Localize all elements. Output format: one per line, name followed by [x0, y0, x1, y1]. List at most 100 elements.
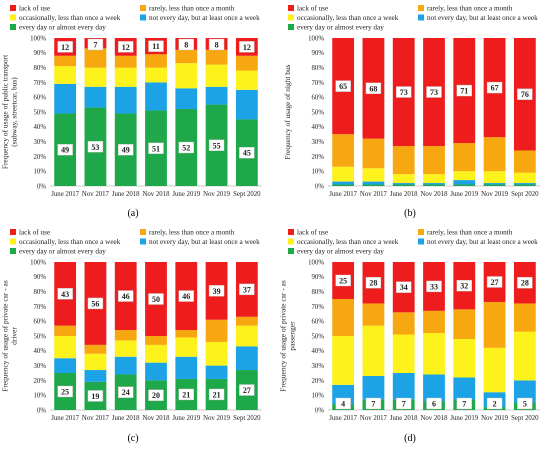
- bar-segment-noteveryday: [145, 362, 167, 381]
- data-label: 50: [152, 295, 160, 304]
- legend-swatch-occasionally: [288, 14, 294, 21]
- bar-segment-noteveryday: [235, 346, 258, 371]
- bar-segment-rarely: [483, 137, 506, 172]
- legend-swatch-lack: [10, 5, 16, 11]
- y-tick-label: 70%: [34, 304, 47, 311]
- data-label-box: [456, 279, 472, 292]
- data-label: 12: [243, 43, 251, 52]
- y-tick-label: 20%: [34, 154, 47, 161]
- legend-swatch-everyday: [10, 24, 16, 30]
- x-tick-label: June 2017: [329, 415, 357, 422]
- bar-segment-occasionally: [362, 325, 385, 376]
- data-label: 25: [61, 388, 69, 397]
- bar-segment-everyday: [483, 184, 506, 186]
- data-label-box: [335, 397, 351, 410]
- bar-segment-occasionally: [392, 334, 415, 373]
- y-tick-label: 10%: [312, 169, 325, 176]
- data-label: 49: [122, 146, 130, 155]
- y-tick-label: 0%: [37, 183, 46, 190]
- legend-swatch-noteveryday: [418, 238, 424, 245]
- x-tick-label: Sept 2020: [233, 415, 261, 422]
- data-label-box: [239, 41, 255, 53]
- x-tick-label: June 2019: [450, 415, 478, 422]
- y-tick-label: 10%: [34, 169, 47, 176]
- bar-segment-noteveryday: [332, 181, 355, 185]
- data-label: 20: [152, 391, 160, 400]
- bar-segment-noteveryday: [513, 380, 536, 403]
- x-tick-label: Nov 2018: [143, 191, 171, 198]
- x-tick-label: Nov 2019: [203, 415, 231, 422]
- data-label: 34: [400, 283, 408, 292]
- bar-segment-occasionally: [84, 67, 107, 87]
- bar-segment-rarely: [114, 330, 137, 341]
- y-axis-label: Frequency of usage of public transport: [1, 54, 10, 169]
- bar-segment-noteveryday: [392, 183, 415, 185]
- data-label-box: [365, 397, 382, 410]
- bar-segment-noteveryday: [54, 83, 77, 114]
- bar-segment-rarely: [362, 138, 385, 169]
- legend-swatch-lack: [288, 5, 294, 11]
- y-tick-label: 60%: [312, 95, 325, 102]
- bar-segment-everyday: [453, 184, 476, 186]
- bar-segment-noteveryday: [54, 358, 77, 373]
- bar-segment-everyday: [332, 184, 355, 186]
- y-axis-label: passenger: [288, 321, 297, 351]
- bar-segment-noteveryday: [392, 373, 415, 400]
- data-label: 12: [122, 43, 130, 52]
- data-label-box: [118, 41, 134, 53]
- bar-segment-rarely: [145, 54, 167, 68]
- y-tick-label: 90%: [34, 50, 47, 57]
- data-label: 45: [243, 149, 251, 158]
- data-label-box: [87, 141, 104, 153]
- data-label: 27: [491, 278, 499, 287]
- legend-label-lack: lack of use: [19, 229, 50, 237]
- bar-segment-rarely: [54, 55, 77, 67]
- x-tick-label: Nov 2019: [481, 415, 509, 422]
- bar-segment-occasionally: [205, 341, 228, 366]
- panel-label-d: (d): [404, 433, 416, 444]
- legend-label-occasionally: occasionally, less than once a week: [19, 14, 121, 22]
- bar-segment-rarely: [84, 48, 107, 68]
- data-label-box: [178, 290, 194, 302]
- y-tick-label: 40%: [34, 348, 47, 355]
- data-label-box: [486, 276, 503, 288]
- x-tick-label: Nov 2017: [360, 191, 388, 198]
- data-label: 52: [182, 144, 190, 153]
- legend-label-noteveryday: not every day, but at least once a week: [149, 14, 260, 22]
- data-label-box: [365, 277, 382, 289]
- bar-segment-noteveryday: [145, 82, 167, 111]
- bar-segment-occasionally: [235, 70, 258, 90]
- bar-segment-noteveryday: [205, 365, 228, 379]
- data-label: 7: [93, 41, 97, 50]
- data-label-box: [178, 141, 194, 154]
- bar-segment-everyday: [513, 184, 536, 186]
- bar-segment-rarely: [483, 301, 506, 348]
- legend-swatch-occasionally: [10, 238, 16, 245]
- x-tick-label: June 2018: [112, 191, 140, 198]
- data-label: 4: [341, 400, 345, 409]
- x-tick-label: Sept 2020: [511, 191, 539, 198]
- data-label-box: [87, 297, 104, 310]
- data-label-box: [57, 41, 73, 53]
- bar-segment-noteveryday: [362, 375, 385, 400]
- data-label: 24: [122, 388, 130, 397]
- legend-swatch-noteveryday: [140, 14, 146, 21]
- bar-segment-occasionally: [114, 340, 137, 357]
- bar-segment-rarely: [332, 299, 355, 336]
- bar-segment-noteveryday: [84, 86, 107, 108]
- bar-segment-rarely: [513, 303, 536, 332]
- data-label: 6: [432, 400, 436, 409]
- legend-label-everyday: every day or almost every day: [297, 248, 384, 256]
- data-label-box: [118, 386, 134, 398]
- x-tick-label: Nov 2018: [421, 191, 449, 198]
- y-tick-label: 80%: [312, 289, 325, 296]
- data-label: 76: [521, 90, 529, 99]
- bar-segment-occasionally: [483, 347, 506, 393]
- data-label-box: [208, 139, 225, 152]
- data-label-box: [365, 82, 382, 95]
- legend-swatch-occasionally: [10, 14, 16, 21]
- bar-segment-rarely: [392, 312, 415, 335]
- bar-segment-noteveryday: [235, 89, 258, 120]
- data-label-box: [57, 144, 73, 156]
